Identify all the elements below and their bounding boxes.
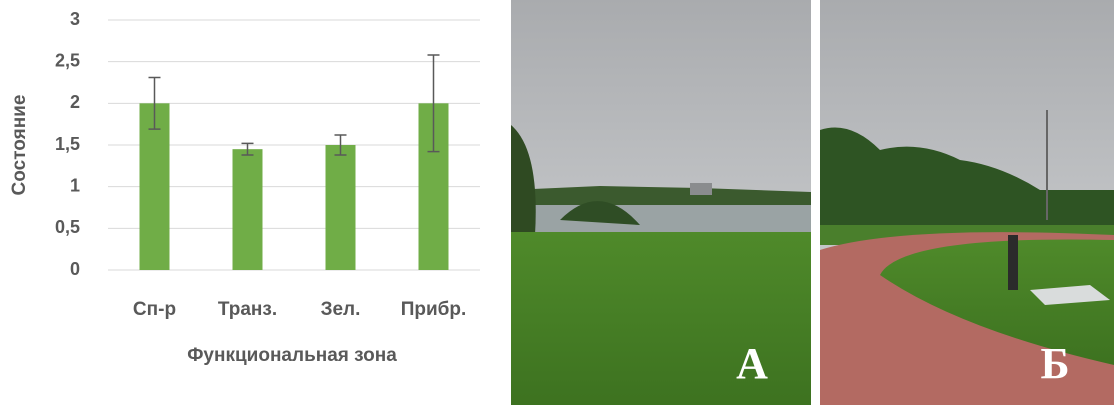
error-bar: [427, 54, 440, 153]
bar: [325, 145, 356, 270]
y-tick-label: 2,5: [55, 50, 80, 70]
error-bar: [334, 134, 347, 156]
x-tick-label: Зел.: [321, 299, 361, 320]
y-tick-label: 2: [70, 92, 80, 112]
y-tick-label: 1: [70, 175, 80, 195]
bar: [139, 103, 170, 270]
y-axis-label: Состояние: [9, 95, 30, 196]
x-tick-label: Транз.: [218, 299, 277, 320]
x-tick-label: Сп-р: [133, 299, 176, 320]
photo-b: Б: [820, 0, 1114, 405]
error-bar: [241, 142, 254, 156]
x-axis-label: Функциональная зона: [187, 345, 397, 366]
y-tick-label: 3: [70, 9, 80, 29]
bar: [232, 149, 263, 270]
y-tick-label: 1,5: [55, 134, 80, 154]
error-bar: [148, 76, 161, 130]
photo-a: А: [511, 0, 811, 405]
photo-label: А: [736, 339, 768, 388]
photo-label: Б: [1040, 339, 1069, 388]
y-tick-label: 0: [70, 259, 80, 279]
y-tick-label: 0,5: [55, 217, 80, 237]
x-tick-label: Прибр.: [401, 299, 467, 320]
